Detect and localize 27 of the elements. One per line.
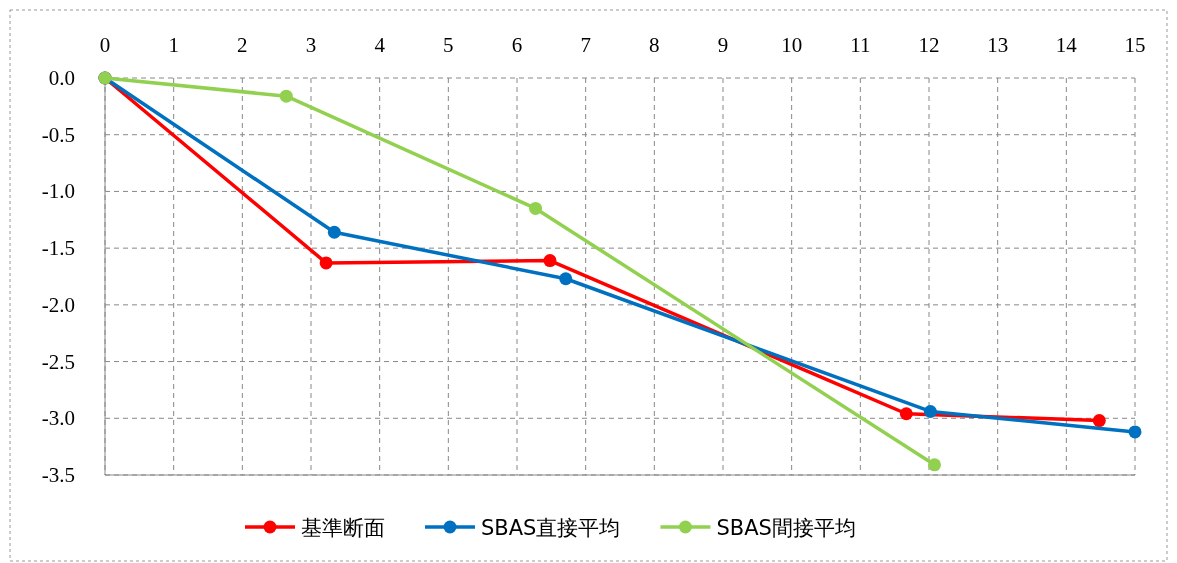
y-tick-label: -1.5 <box>41 236 75 261</box>
x-tick-label: 12 <box>918 33 940 57</box>
y-tick-label: 0.0 <box>48 66 75 90</box>
y-tick-label: -3.0 <box>41 406 75 431</box>
x-tick-label: 9 <box>717 33 729 57</box>
x-tick-label: 7 <box>580 33 591 57</box>
x-tick-label: 14 <box>1055 33 1078 57</box>
x-tick-label: 2 <box>237 33 248 57</box>
x-tick-label: 4 <box>374 33 386 57</box>
y-tick-label: -0.5 <box>41 122 75 147</box>
legend-label: 基準断面 <box>301 516 385 540</box>
x-tick-label: 10 <box>781 33 803 57</box>
x-tick-label: 5 <box>443 33 454 57</box>
x-tick-label: 0 <box>99 33 111 57</box>
x-tick-label: 13 <box>987 33 1009 57</box>
x-tick-label: 1 <box>168 33 179 57</box>
legend-label: SBAS間接平均 <box>716 516 856 540</box>
y-tick-label: -1.0 <box>41 179 75 204</box>
y-tick-label: -2.5 <box>41 349 75 374</box>
x-tick-label: 6 <box>511 33 523 57</box>
y-tick-label: -3.5 <box>41 463 75 487</box>
x-tick-label: 8 <box>649 33 660 57</box>
x-tick-label: 3 <box>305 33 317 57</box>
x-tick-label: 11 <box>850 33 871 57</box>
y-tick-label: -2.0 <box>41 292 75 317</box>
legend-label: SBAS直接平均 <box>481 516 621 540</box>
x-tick-label: 15 <box>1124 33 1146 57</box>
